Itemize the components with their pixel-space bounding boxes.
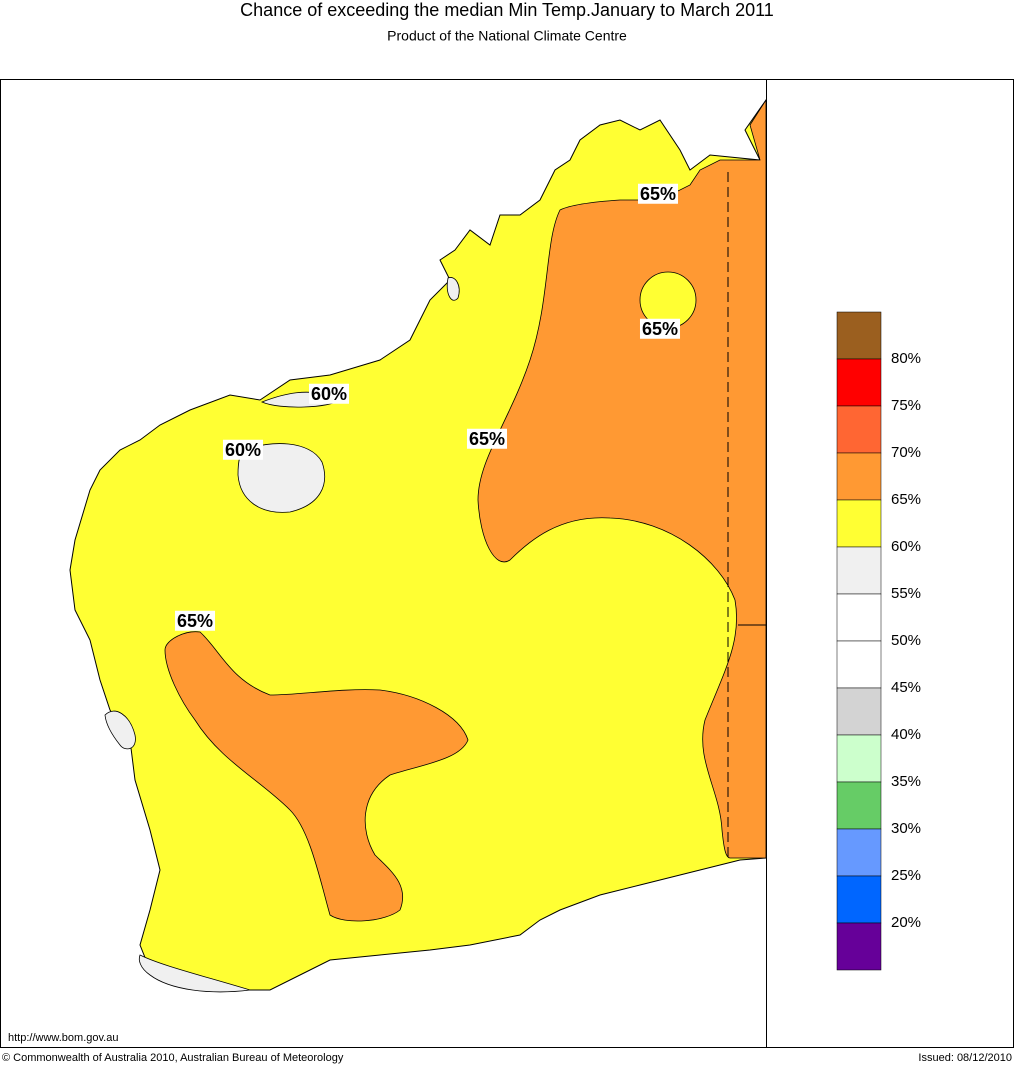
contour-label: 65%	[642, 319, 678, 339]
contour-label-box	[639, 318, 681, 339]
legend-label: 50%	[891, 632, 921, 649]
contour-label: 65%	[469, 429, 505, 449]
legend: 80% 75% 70% 65% 60% 55% 50% 45% 40% 35% 30% 25% 20%	[836, 311, 921, 971]
legend-swatch	[836, 358, 882, 407]
legend-label: 65%	[891, 491, 921, 508]
contour-label-box	[637, 183, 679, 204]
legend-swatch	[836, 875, 882, 924]
legend-swatch	[836, 828, 882, 877]
legend-swatch	[836, 781, 882, 830]
legend-label: 70%	[891, 444, 921, 461]
contour-label-box	[308, 383, 350, 404]
legend-swatch	[836, 922, 882, 971]
legend-label: 40%	[891, 726, 921, 743]
legend-swatch	[836, 499, 882, 548]
contour-label-box	[466, 428, 508, 449]
copyright: © Commonwealth of Australia 2010, Austra…	[2, 1052, 344, 1064]
legend-frame	[766, 79, 1014, 1048]
legend-swatch	[836, 687, 882, 736]
url: http://www.bom.gov.au	[8, 1032, 118, 1044]
region-60-north	[446, 277, 460, 301]
legend-label: 30%	[891, 820, 921, 837]
legend-swatch	[836, 640, 882, 689]
legend-swatch	[836, 311, 882, 360]
legend-swatch	[836, 546, 882, 595]
region-60-inland	[237, 443, 326, 513]
subtitle: Product of the National Climate Centre	[387, 28, 627, 44]
legend-label: 60%	[891, 538, 921, 555]
contour-label: 65%	[177, 611, 213, 631]
legend-swatch	[836, 405, 882, 454]
contour-label-box	[222, 439, 264, 460]
legend-label: 35%	[891, 773, 921, 790]
legend-label: 25%	[891, 867, 921, 884]
issued: Issued: 08/12/2010	[918, 1052, 1012, 1064]
legend-label: 80%	[891, 350, 921, 367]
legend-swatch	[836, 734, 882, 783]
contour-label: 60%	[225, 440, 261, 460]
contour-label: 65%	[640, 184, 676, 204]
map: 65% 65% 65% 65% 60% 60%	[69, 98, 767, 993]
region-60-south	[138, 954, 251, 993]
title: Chance of exceeding the median Min Temp.…	[240, 0, 774, 20]
legend-label: 55%	[891, 585, 921, 602]
legend-label: 45%	[891, 679, 921, 696]
legend-label: 75%	[891, 397, 921, 414]
legend-swatch	[836, 452, 882, 501]
region-65-southwest	[164, 631, 469, 922]
contour-label-box	[174, 610, 216, 631]
legend-label: 20%	[891, 914, 921, 931]
region-60-west	[104, 710, 136, 750]
legend-swatch	[836, 593, 882, 642]
contour-label: 60%	[311, 384, 347, 404]
